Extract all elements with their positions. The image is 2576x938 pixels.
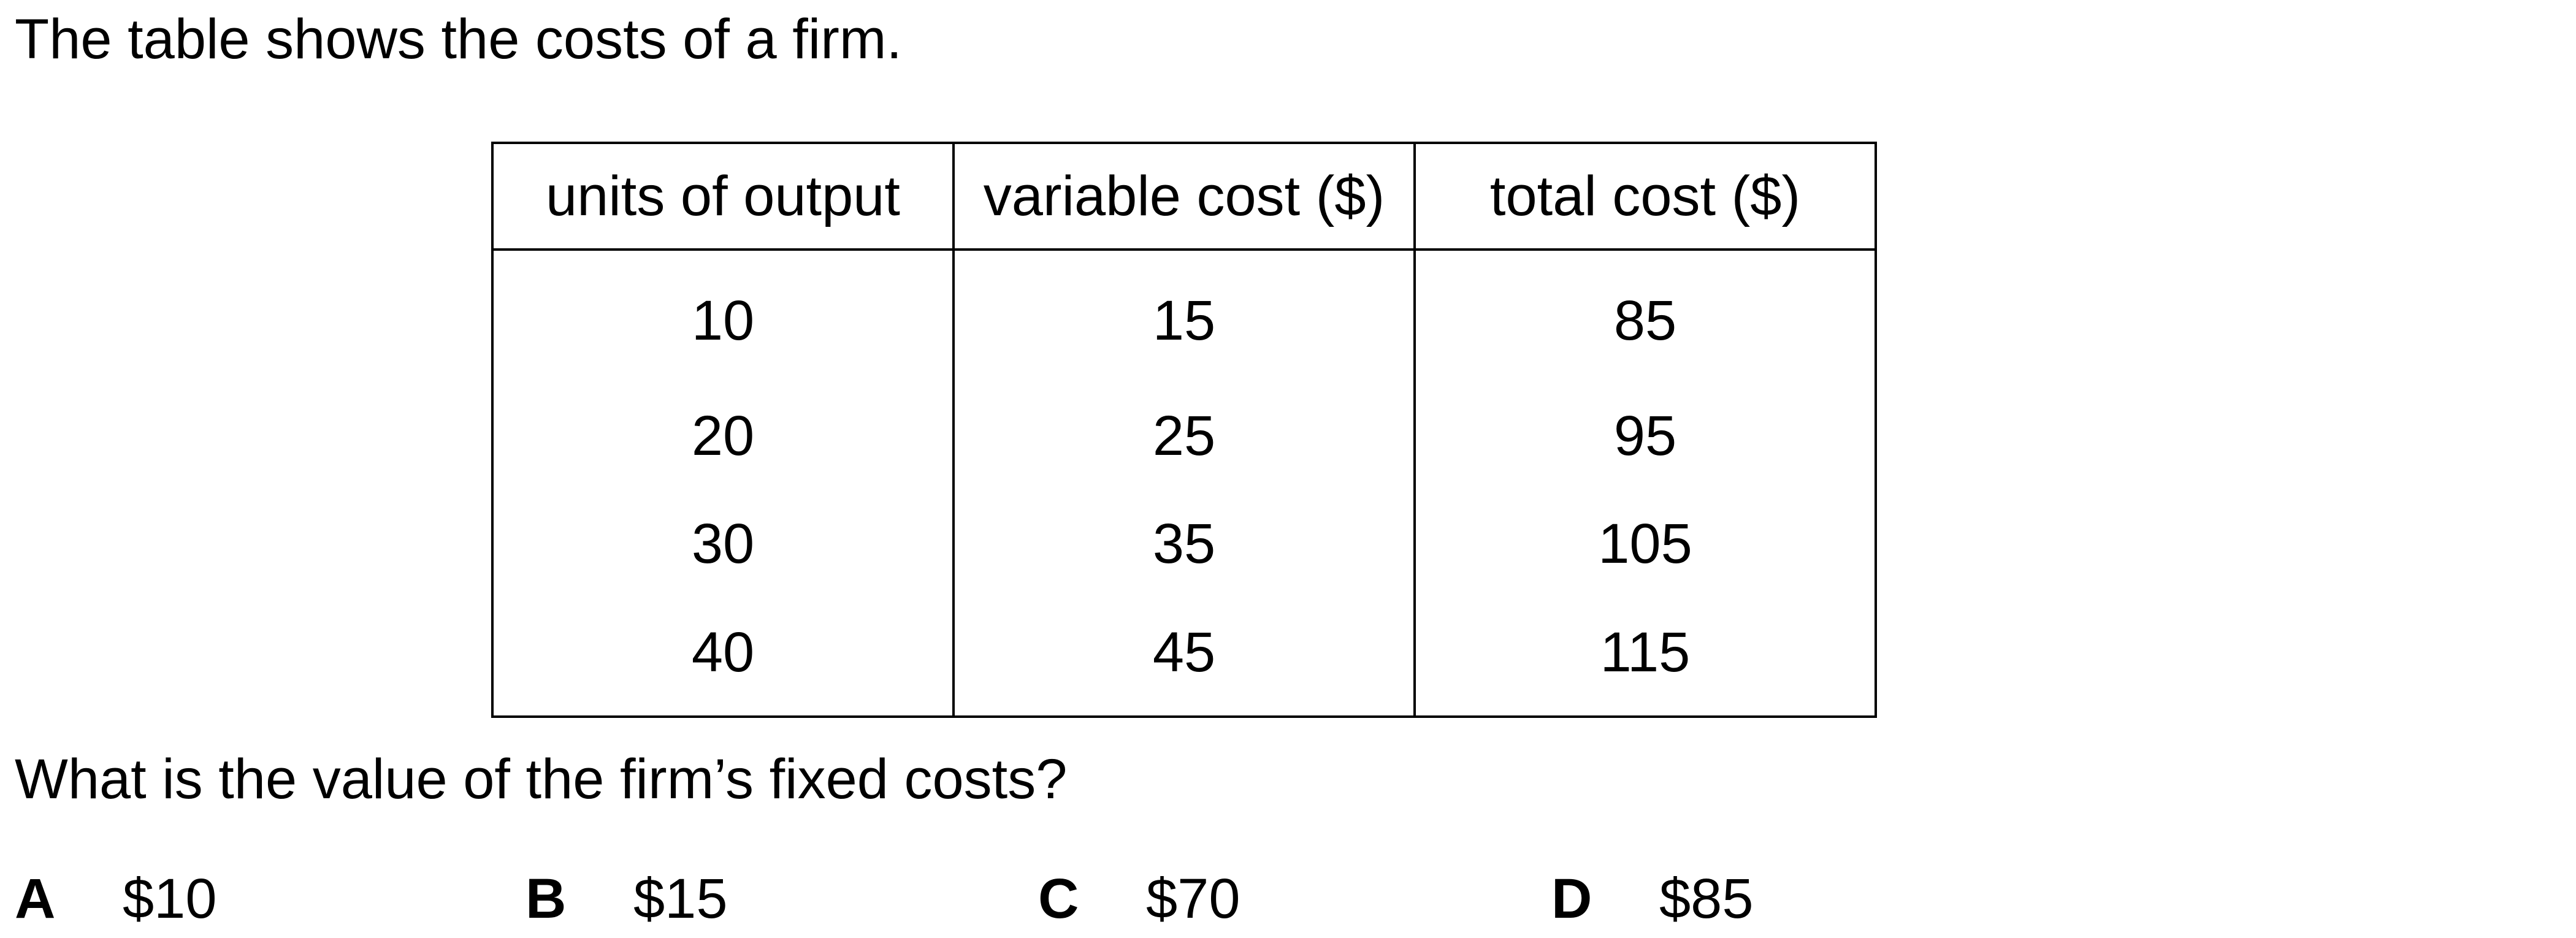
cell-variable-cost: 45 [952,598,1416,717]
cell-total-cost: 95 [1413,382,1877,490]
header-variable-cost: variable cost ($) [952,142,1416,251]
option-value: $70 [1146,867,1240,930]
cell-units: 30 [491,490,955,598]
option-c[interactable]: C $70 [1038,871,1240,927]
cell-units: 10 [491,250,955,382]
option-value: $15 [633,867,728,930]
intro-text: The table shows the costs of a firm. [15,8,903,71]
cost-table: units of output variable cost ($) total … [491,142,1877,718]
cell-variable-cost: 25 [952,382,1416,490]
option-letter: A [15,867,56,930]
option-b[interactable]: B $15 [526,871,728,927]
table-row: 20 25 95 [491,382,1877,490]
option-value: $85 [1659,867,1754,930]
cell-variable-cost: 15 [952,250,1416,382]
option-letter: D [1551,867,1592,930]
question-text: What is the value of the firm’s fixed co… [15,748,1068,810]
cell-units: 40 [491,598,955,717]
header-total-cost: total cost ($) [1413,142,1877,251]
option-letter: B [526,867,567,930]
table-row: 30 35 105 [491,490,1877,598]
cell-units: 20 [491,382,955,490]
cell-total-cost: 85 [1413,250,1877,382]
header-units-of-output: units of output [491,142,955,251]
table-row: 40 45 115 [491,598,1877,717]
cell-total-cost: 115 [1413,598,1877,717]
cell-total-cost: 105 [1413,490,1877,598]
option-d[interactable]: D $85 [1551,871,1754,927]
option-value: $10 [123,867,217,930]
option-a[interactable]: A $10 [15,871,217,927]
cell-variable-cost: 35 [952,490,1416,598]
answer-options: A $10 B $15 C $70 D $85 [0,871,2576,938]
table-header-row: units of output variable cost ($) total … [491,142,1877,251]
table-row: 10 15 85 [491,250,1877,382]
option-letter: C [1038,867,1079,930]
